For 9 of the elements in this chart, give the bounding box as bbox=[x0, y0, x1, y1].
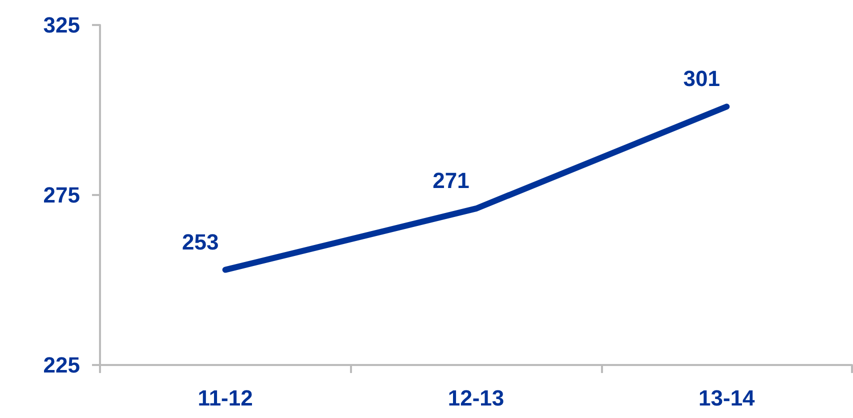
x-tick-label: 11-12 bbox=[198, 386, 253, 410]
y-tick-label: 225 bbox=[43, 352, 80, 378]
x-tick-label: 12-13 bbox=[448, 386, 504, 410]
x-tick-label: 13-14 bbox=[698, 386, 756, 410]
data-label: 253 bbox=[182, 229, 219, 254]
data-label: 301 bbox=[683, 66, 720, 92]
data-label: 271 bbox=[432, 168, 470, 194]
y-tick-label: 325 bbox=[43, 12, 80, 38]
y-tick-label: 275 bbox=[43, 182, 80, 208]
